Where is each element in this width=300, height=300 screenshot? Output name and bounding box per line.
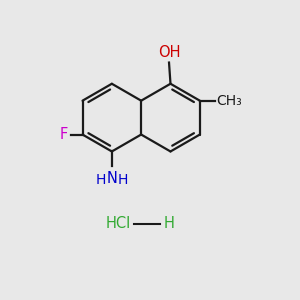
- Text: H: H: [95, 173, 106, 187]
- Text: F: F: [59, 127, 68, 142]
- Text: N: N: [106, 171, 117, 186]
- Text: CH₃: CH₃: [217, 94, 242, 108]
- Text: OH: OH: [158, 46, 181, 61]
- Text: H: H: [163, 216, 174, 231]
- Text: HCl: HCl: [106, 216, 131, 231]
- Text: H: H: [118, 173, 128, 187]
